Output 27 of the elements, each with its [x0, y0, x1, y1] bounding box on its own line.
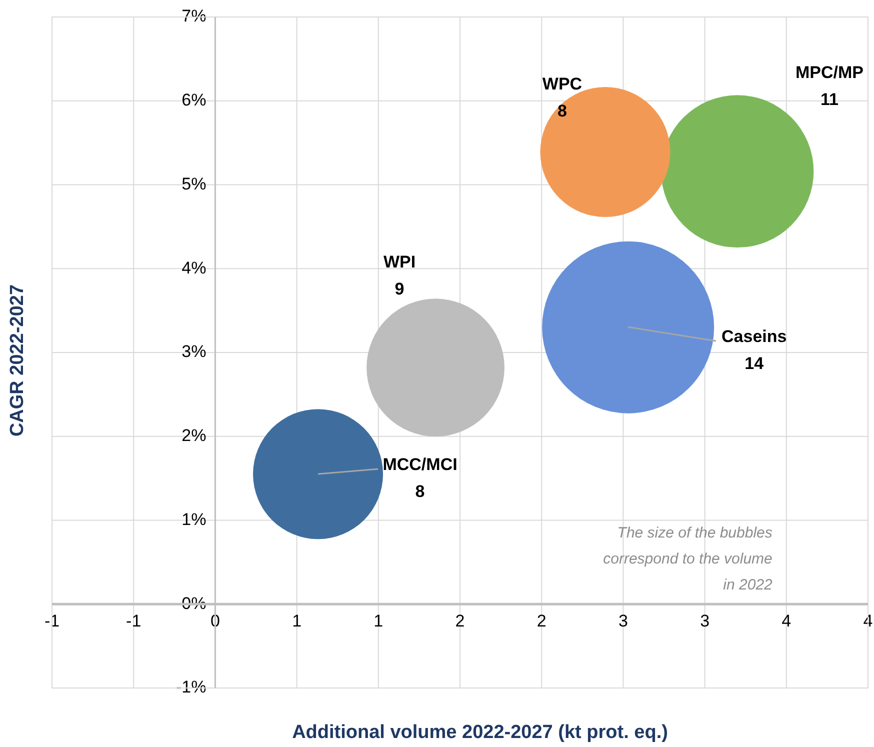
data-label: 8 — [415, 482, 425, 501]
series-label: WPI — [383, 252, 416, 272]
annotation: The size of the bubbles correspond to the volume in 2022 — [603, 524, 774, 594]
x-tick-label: -1 — [126, 611, 142, 630]
data-label: 14 — [744, 354, 764, 374]
x-tick-label: 2 — [455, 611, 465, 630]
x-tick-label: 3 — [618, 611, 628, 630]
y-tick-label: 3% — [182, 342, 206, 362]
y-axis-title: CAGR 2022-2027 — [7, 284, 28, 437]
x-tick-label: 2 — [536, 611, 546, 630]
series-label: Caseins — [721, 327, 787, 346]
series-label: WPC — [542, 74, 582, 94]
y-tick-label: 2% — [182, 426, 206, 446]
y-tick-label: 4% — [182, 258, 206, 278]
data-label: 11 — [820, 90, 838, 110]
data-label: 8 — [558, 102, 567, 121]
x-tick-label: 1 — [374, 611, 384, 630]
x-tick-label: 3 — [700, 611, 710, 630]
y-tick-label: 5% — [182, 174, 206, 194]
y-tick-label: 6% — [182, 90, 206, 110]
data-label: 9 — [394, 279, 404, 298]
x-tick-label: 1 — [292, 611, 302, 630]
series-label: MPC/MP — [795, 63, 864, 82]
series-label: MCC/MCI — [382, 454, 458, 474]
x-axis-title: Additional volume 2022-2027 (kt prot. eq.) — [292, 722, 668, 744]
y-tick-label: 1% — [182, 510, 206, 529]
x-tick-label: 4 — [782, 611, 792, 630]
